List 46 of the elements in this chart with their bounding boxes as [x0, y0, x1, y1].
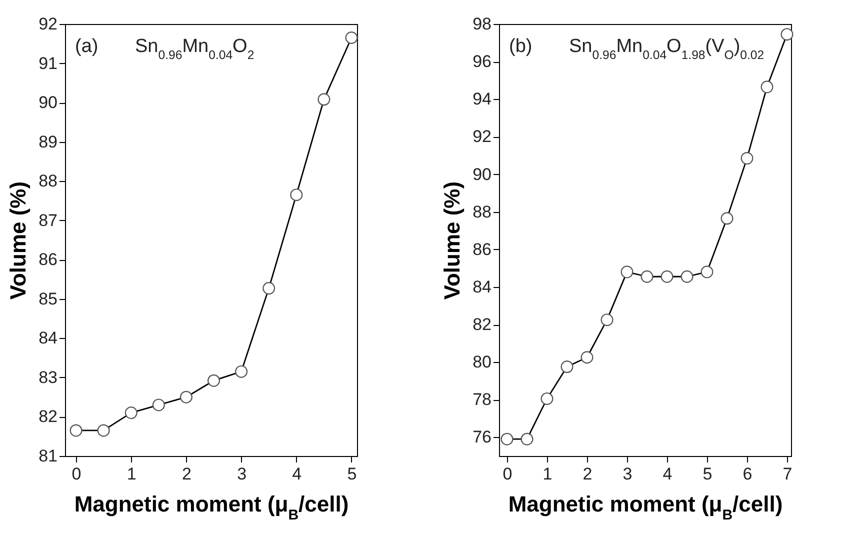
- text: Sn$_{0.96}$Mn$_{0.04}$O$_{1.98}$(V$_{O}$)$_{0.02}$: [569, 36, 764, 62]
- annotation: (a): [75, 36, 98, 57]
- x-tick-label: 5: [702, 464, 712, 484]
- y-tick-label: 92: [472, 127, 492, 146]
- y-tick-label: 96: [472, 52, 492, 72]
- y-tick-label: 87: [38, 210, 58, 230]
- x-tick-label: 2: [582, 464, 592, 484]
- y-tick-label: 88: [472, 202, 492, 222]
- y-tick-label: 76: [472, 428, 492, 447]
- y-tick-label: 92: [38, 14, 58, 34]
- y-tick-label: 90: [472, 164, 492, 184]
- y-axis-title: Volume (%): [440, 181, 465, 300]
- x-tick-label: 1: [542, 464, 552, 484]
- y-tick-label: 85: [38, 289, 58, 308]
- x-tick-label: 4: [662, 464, 672, 484]
- y-tick-label: 80: [472, 352, 492, 372]
- x-tick-label: 3: [237, 464, 247, 484]
- annotation: Sn$_{0.96}$Mn$_{0.04}$O$_{2}$: [135, 36, 254, 62]
- x-tick-label: 5: [347, 464, 357, 484]
- y-tick-label: 91: [38, 54, 58, 73]
- y-tick-label: 82: [38, 407, 58, 426]
- y-tick-label: 84: [472, 277, 492, 296]
- x-tick-label: 6: [742, 464, 752, 484]
- x-axis-title: Magnetic moment (μ$_{B}$/cell): [74, 492, 349, 524]
- y-tick-label: 81: [38, 446, 58, 466]
- x-tick-label: 2: [182, 464, 192, 484]
- x-tick-label: 0: [502, 464, 512, 484]
- annotation: (b): [509, 36, 532, 57]
- y-tick-label: 90: [38, 93, 58, 112]
- y-tick-label: 88: [38, 172, 58, 191]
- y-tick-label: 98: [472, 14, 492, 34]
- x-tick-label: 7: [782, 464, 792, 484]
- y-tick-label: 86: [38, 250, 58, 270]
- y-tick-label: 86: [472, 240, 492, 259]
- x-tick-label: 3: [622, 464, 632, 484]
- y-tick-label: 78: [472, 390, 492, 410]
- x-tick-label: 1: [126, 464, 136, 484]
- y-tick-label: 84: [38, 328, 58, 348]
- x-tick-label: 4: [292, 464, 302, 484]
- y-tick-label: 94: [472, 90, 492, 109]
- y-axis-title: Volume (%): [6, 181, 31, 300]
- x-axis-title: Magnetic moment (μ$_{B}$/cell): [508, 492, 783, 524]
- x-tick-label: 0: [72, 464, 82, 484]
- y-tick-label: 89: [38, 132, 58, 152]
- y-tick-label: 83: [38, 368, 58, 387]
- y-tick-label: 82: [472, 315, 492, 334]
